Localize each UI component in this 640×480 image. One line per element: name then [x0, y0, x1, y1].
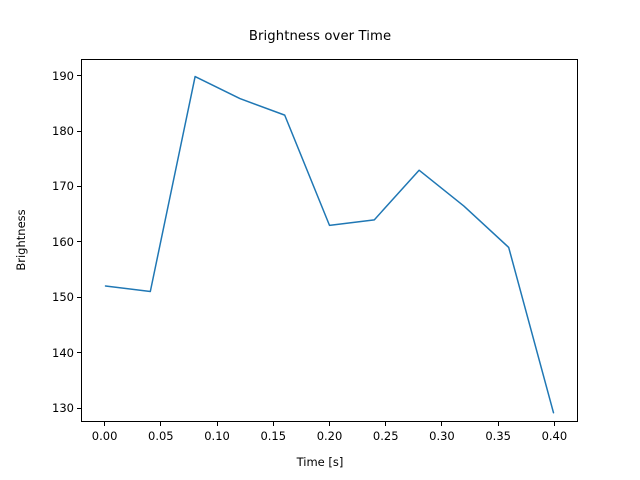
y-tick-mark — [77, 407, 81, 409]
line-plot-svg — [104, 75, 555, 414]
y-tick-mark — [77, 296, 81, 298]
x-tick-mark — [104, 422, 106, 426]
x-tick-label: 0.05 — [148, 429, 174, 443]
y-tick-label: 140 — [52, 345, 74, 360]
x-tick-label: 0.20 — [316, 429, 343, 443]
y-axis-label: Brightness — [14, 209, 28, 271]
y-tick-mark — [77, 130, 81, 132]
x-tick-label: 0.35 — [485, 429, 511, 443]
y-tick-label: 160 — [52, 234, 74, 249]
y-tick-mark — [77, 241, 81, 243]
x-tick-label: 0.10 — [204, 429, 230, 443]
x-tick-label: 0.40 — [541, 429, 568, 443]
x-tick-label: 0.25 — [372, 429, 399, 443]
x-tick-label: 0.15 — [260, 429, 287, 443]
x-tick-mark — [553, 422, 555, 426]
y-tick-label: 190 — [52, 68, 74, 83]
brightness-data-line — [104, 75, 555, 414]
x-axis-label: Time [s] — [296, 455, 344, 469]
x-tick-label: 0.00 — [91, 429, 118, 443]
x-tick-mark — [441, 422, 443, 426]
x-tick-mark — [272, 422, 274, 426]
plot-axes-frame — [81, 59, 578, 422]
y-tick-label: 180 — [52, 124, 74, 139]
chart-title: Brightness over Time — [248, 29, 392, 44]
x-tick-mark — [329, 422, 331, 426]
y-tick-label: 170 — [52, 179, 74, 194]
y-tick-label: 150 — [52, 290, 74, 305]
x-tick-mark — [216, 422, 218, 426]
y-tick-mark — [77, 75, 81, 77]
x-tick-mark — [160, 422, 162, 426]
y-tick-mark — [77, 352, 81, 354]
y-tick-label: 130 — [52, 401, 74, 416]
y-tick-mark — [77, 185, 81, 187]
x-tick-mark — [497, 422, 499, 426]
x-tick-label: 0.30 — [429, 429, 455, 443]
x-tick-mark — [385, 422, 387, 426]
